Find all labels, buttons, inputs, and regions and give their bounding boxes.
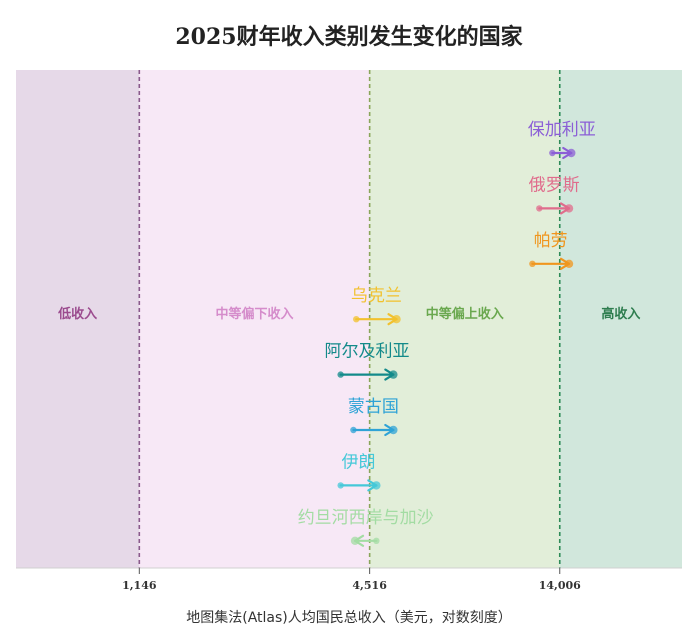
band-label-0: 低收入: [57, 306, 97, 322]
country-label-0: 保加利亚: [528, 120, 596, 140]
end-point-5: [389, 425, 398, 435]
end-point-0: [567, 148, 576, 158]
country-label-7: 约旦河西岸与加沙: [298, 508, 434, 528]
arrow-3: 乌克兰: [351, 286, 402, 326]
country-label-4: 阿尔及利亚: [324, 342, 409, 362]
band-3: [559, 70, 682, 568]
band-label-2: 中等偏上收入: [426, 306, 504, 322]
start-point-3: [353, 316, 360, 323]
arrow-5: 蒙古国: [348, 397, 399, 437]
arrow-2: 帕劳: [529, 231, 574, 270]
country-label-3: 乌克兰: [351, 286, 402, 306]
start-point-0: [549, 149, 556, 157]
tick-label-1: 4,516: [352, 579, 387, 592]
band-1: [139, 70, 370, 568]
start-point-5: [350, 426, 357, 434]
arrow-4: 阿尔及利亚: [324, 342, 409, 381]
tick-label-0: 1,146: [122, 579, 157, 592]
x-axis-ticks: 1,146 4,516 14,006: [122, 568, 581, 592]
arrow-6: 伊朗: [337, 452, 381, 492]
band-2: [369, 70, 560, 568]
band-label-3: 高收入: [601, 306, 640, 322]
end-point-4: [389, 370, 398, 379]
chart-title: 2025财年收入类别发生变化的国家: [175, 24, 523, 50]
start-point-7: [373, 537, 380, 544]
end-point-7: [350, 536, 360, 545]
start-point-2: [529, 260, 536, 267]
end-point-6: [372, 481, 381, 490]
country-label-1: 俄罗斯: [529, 175, 580, 195]
arrow-1: 俄罗斯: [529, 175, 580, 215]
band-labels: 低收入 中等偏下收入 中等偏上收入 高收入: [57, 306, 640, 322]
country-label-2: 帕劳: [534, 231, 568, 251]
end-point-1: [564, 204, 574, 213]
income-bands: [16, 70, 682, 568]
end-point-2: [564, 259, 574, 268]
country-label-6: 伊朗: [341, 452, 375, 472]
start-point-6: [337, 482, 344, 489]
arrow-0: 保加利亚: [528, 120, 596, 160]
arrow-7: 约旦河西岸与加沙: [298, 508, 434, 547]
x-axis-label: 地图集法(Atlas)人均国民总收入（美元，对数刻度）: [186, 609, 512, 626]
country-label-5: 蒙古国: [348, 397, 399, 417]
start-point-4: [337, 371, 344, 378]
band-label-1: 中等偏下收入: [215, 306, 293, 322]
start-point-1: [536, 205, 543, 212]
tick-label-2: 14,006: [539, 579, 581, 592]
band-0: [16, 70, 140, 568]
end-point-3: [392, 315, 401, 324]
